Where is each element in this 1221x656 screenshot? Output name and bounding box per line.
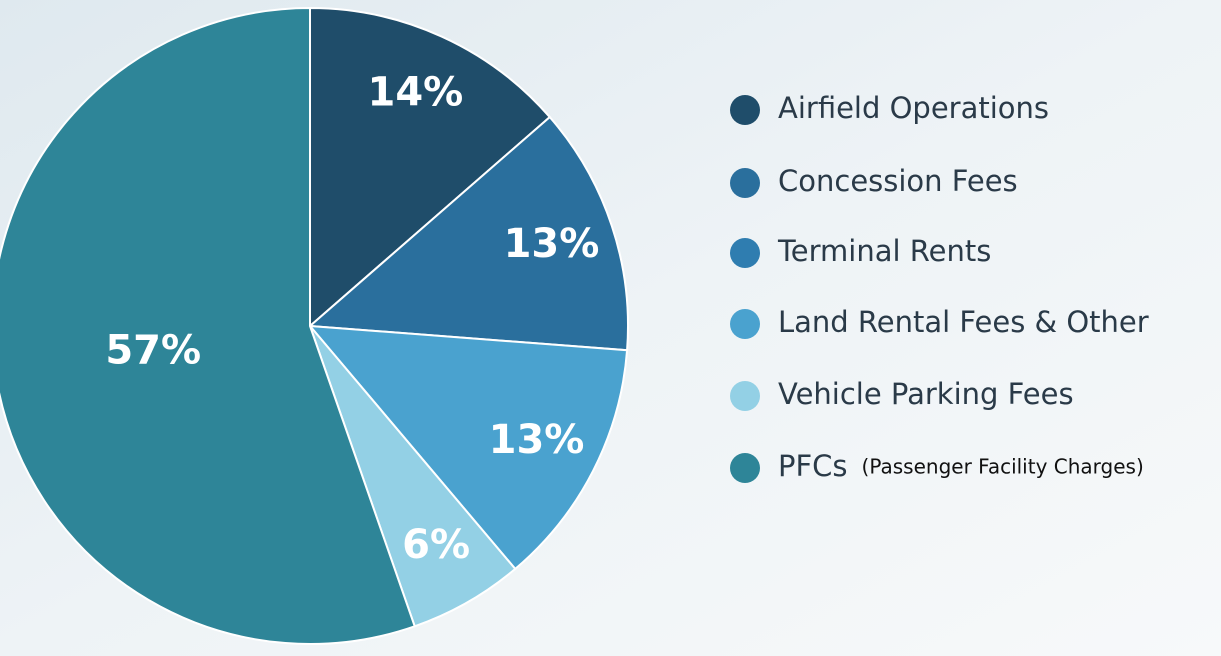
legend-label: Vehicle Parking Fees [778,377,1074,411]
page: 14% 13% 13% 6% 57% Airfield Operations Conces… [0,0,1221,656]
legend-marker [730,168,760,198]
legend-marker [730,381,760,411]
legend-label: Airfield Operations [778,91,1049,125]
data-label: 14% [367,69,463,115]
legend-label: Terminal Rents [777,234,991,268]
legend-label: Land Rental Fees & Other [778,305,1149,339]
data-label: 13% [504,221,600,267]
data-label: 57% [105,328,201,374]
legend-label: Concession Fees [778,164,1018,198]
pie: 14% 13% 13% 6% 57% [0,8,628,644]
legend-marker [730,453,760,483]
legend-marker [730,238,760,268]
legend-label: PFCs [778,449,848,483]
legend-marker [730,95,760,125]
data-label: 13% [489,417,585,463]
data-label: 6% [402,522,470,568]
legend-marker [730,309,760,339]
legend-note: (Passenger Facility Charges) [862,455,1144,479]
chart: 14% 13% 13% 6% 57% Airfield Operations Conces… [0,0,1221,656]
